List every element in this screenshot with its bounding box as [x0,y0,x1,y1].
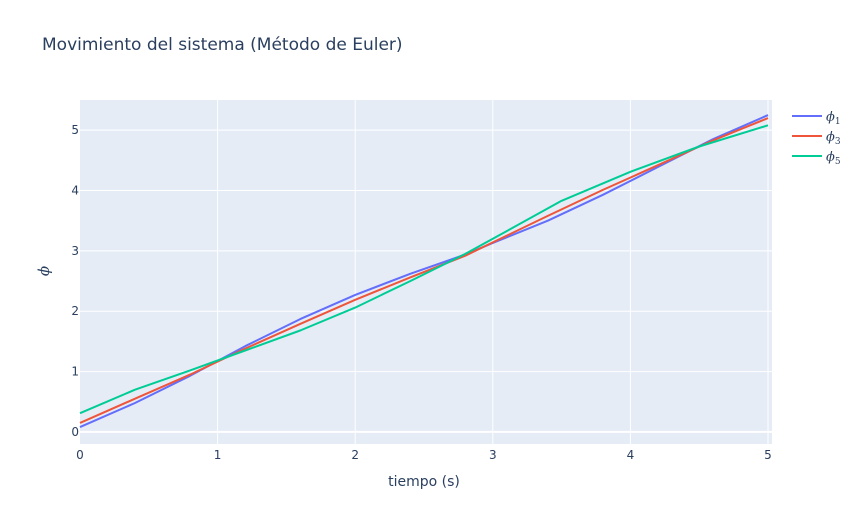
legend-label: ϕ1 [826,110,841,127]
legend-label: ϕ3 [826,130,841,147]
y-axis-ticks: 0 1 2 3 4 5 [71,123,79,439]
series-line-3 [79,124,769,415]
grid [80,100,772,444]
x-tick-label: 2 [351,448,359,462]
chart-title: Movimiento del sistema (Método de Euler) [42,35,403,55]
y-axis-title: ϕ [35,266,53,276]
x-tick-label: 0 [76,448,84,462]
x-tick-label: 5 [764,448,772,462]
y-tick-label: 1 [71,365,79,379]
y-tick-label: 2 [71,304,79,318]
legend-label: ϕ5 [826,150,841,167]
y-tick-label: 3 [71,244,79,258]
x-tick-label: 4 [627,448,635,462]
y-tick-label: 0 [71,425,79,439]
legend-item-3[interactable]: ϕ5 [792,150,841,167]
legend-item-1[interactable]: ϕ1 [792,110,841,127]
legend[interactable]: ϕ1 ϕ3 ϕ5 [792,110,841,167]
x-tick-label: 1 [214,448,222,462]
y-tick-label: 4 [71,184,79,198]
x-axis-title: tiempo (s) [388,474,460,490]
x-tick-label: 3 [489,448,497,462]
y-tick-label: 5 [71,123,79,137]
legend-item-2[interactable]: ϕ3 [792,130,841,147]
x-axis-ticks: 0 1 2 3 4 5 [76,448,772,462]
series-lines [79,114,769,429]
